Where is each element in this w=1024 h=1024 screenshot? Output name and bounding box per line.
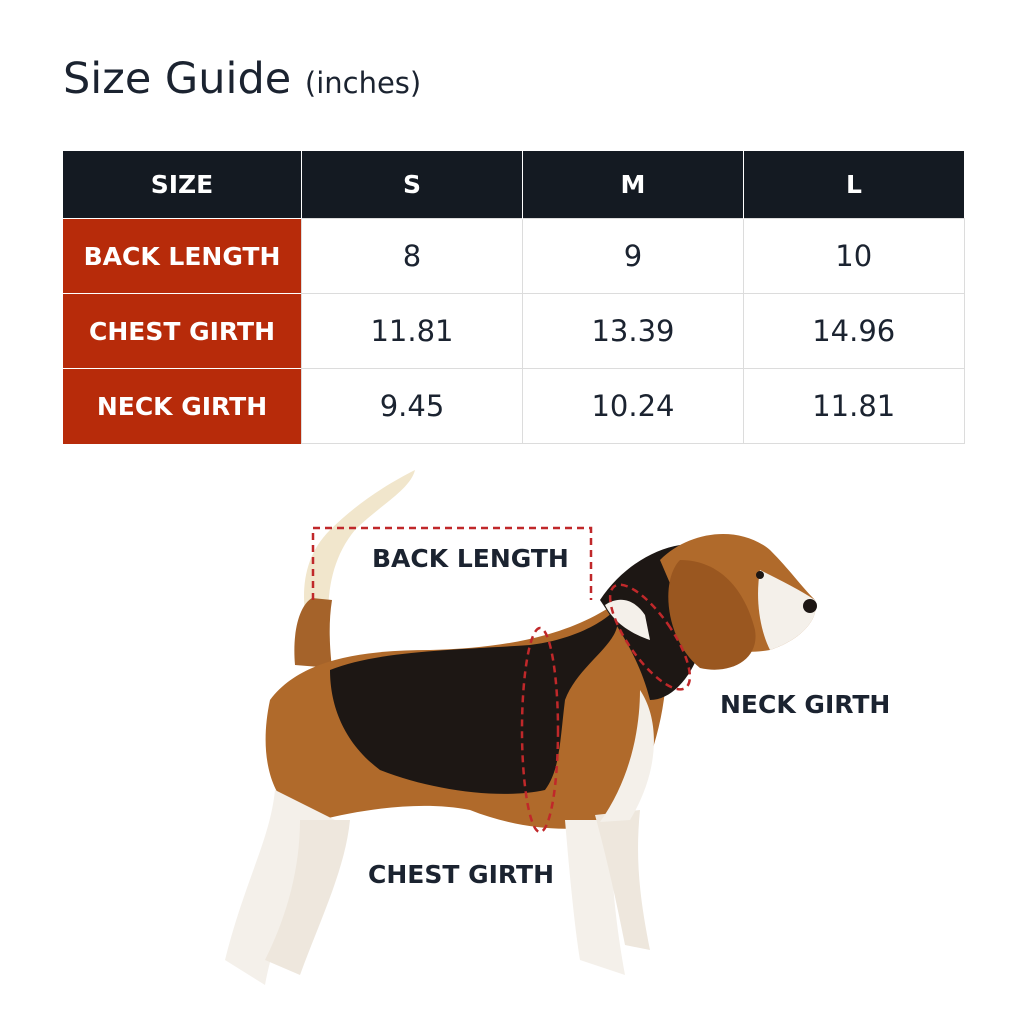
header-s: S	[301, 151, 523, 219]
cell: 11.81	[743, 368, 965, 444]
cell: 10.24	[522, 368, 744, 444]
size-table: SIZE S M L BACK LENGTH 8 9 10 CHEST GIRT…	[63, 151, 965, 444]
dog-ear	[668, 560, 756, 670]
neck-girth-guide	[608, 583, 692, 691]
chest-girth-guide	[520, 626, 560, 834]
title-unit: (inches)	[304, 66, 422, 100]
neck-girth-label: NECK GIRTH	[720, 690, 891, 719]
table-header-row: SIZE S M L	[63, 151, 964, 219]
row-label: NECK GIRTH	[63, 368, 302, 444]
header-size: SIZE	[63, 151, 302, 219]
row-label: BACK LENGTH	[63, 218, 302, 294]
back-length-label: BACK LENGTH	[372, 544, 569, 573]
back-length-guide	[311, 526, 593, 600]
header-l: L	[743, 151, 964, 219]
cell: 14.96	[743, 293, 965, 369]
row-label: CHEST GIRTH	[63, 293, 302, 369]
title-text: Size Guide	[63, 54, 292, 104]
header-m: M	[522, 151, 744, 219]
table-row: NECK GIRTH 9.45 10.24 11.81	[63, 368, 965, 444]
chest-girth-label: CHEST GIRTH	[368, 860, 555, 889]
table-row: BACK LENGTH 8 9 10	[63, 218, 965, 294]
page-title: Size Guide (inches)	[63, 54, 421, 104]
cell: 9.45	[301, 368, 523, 444]
dog-saddle	[330, 610, 618, 794]
cell: 11.81	[301, 293, 523, 369]
